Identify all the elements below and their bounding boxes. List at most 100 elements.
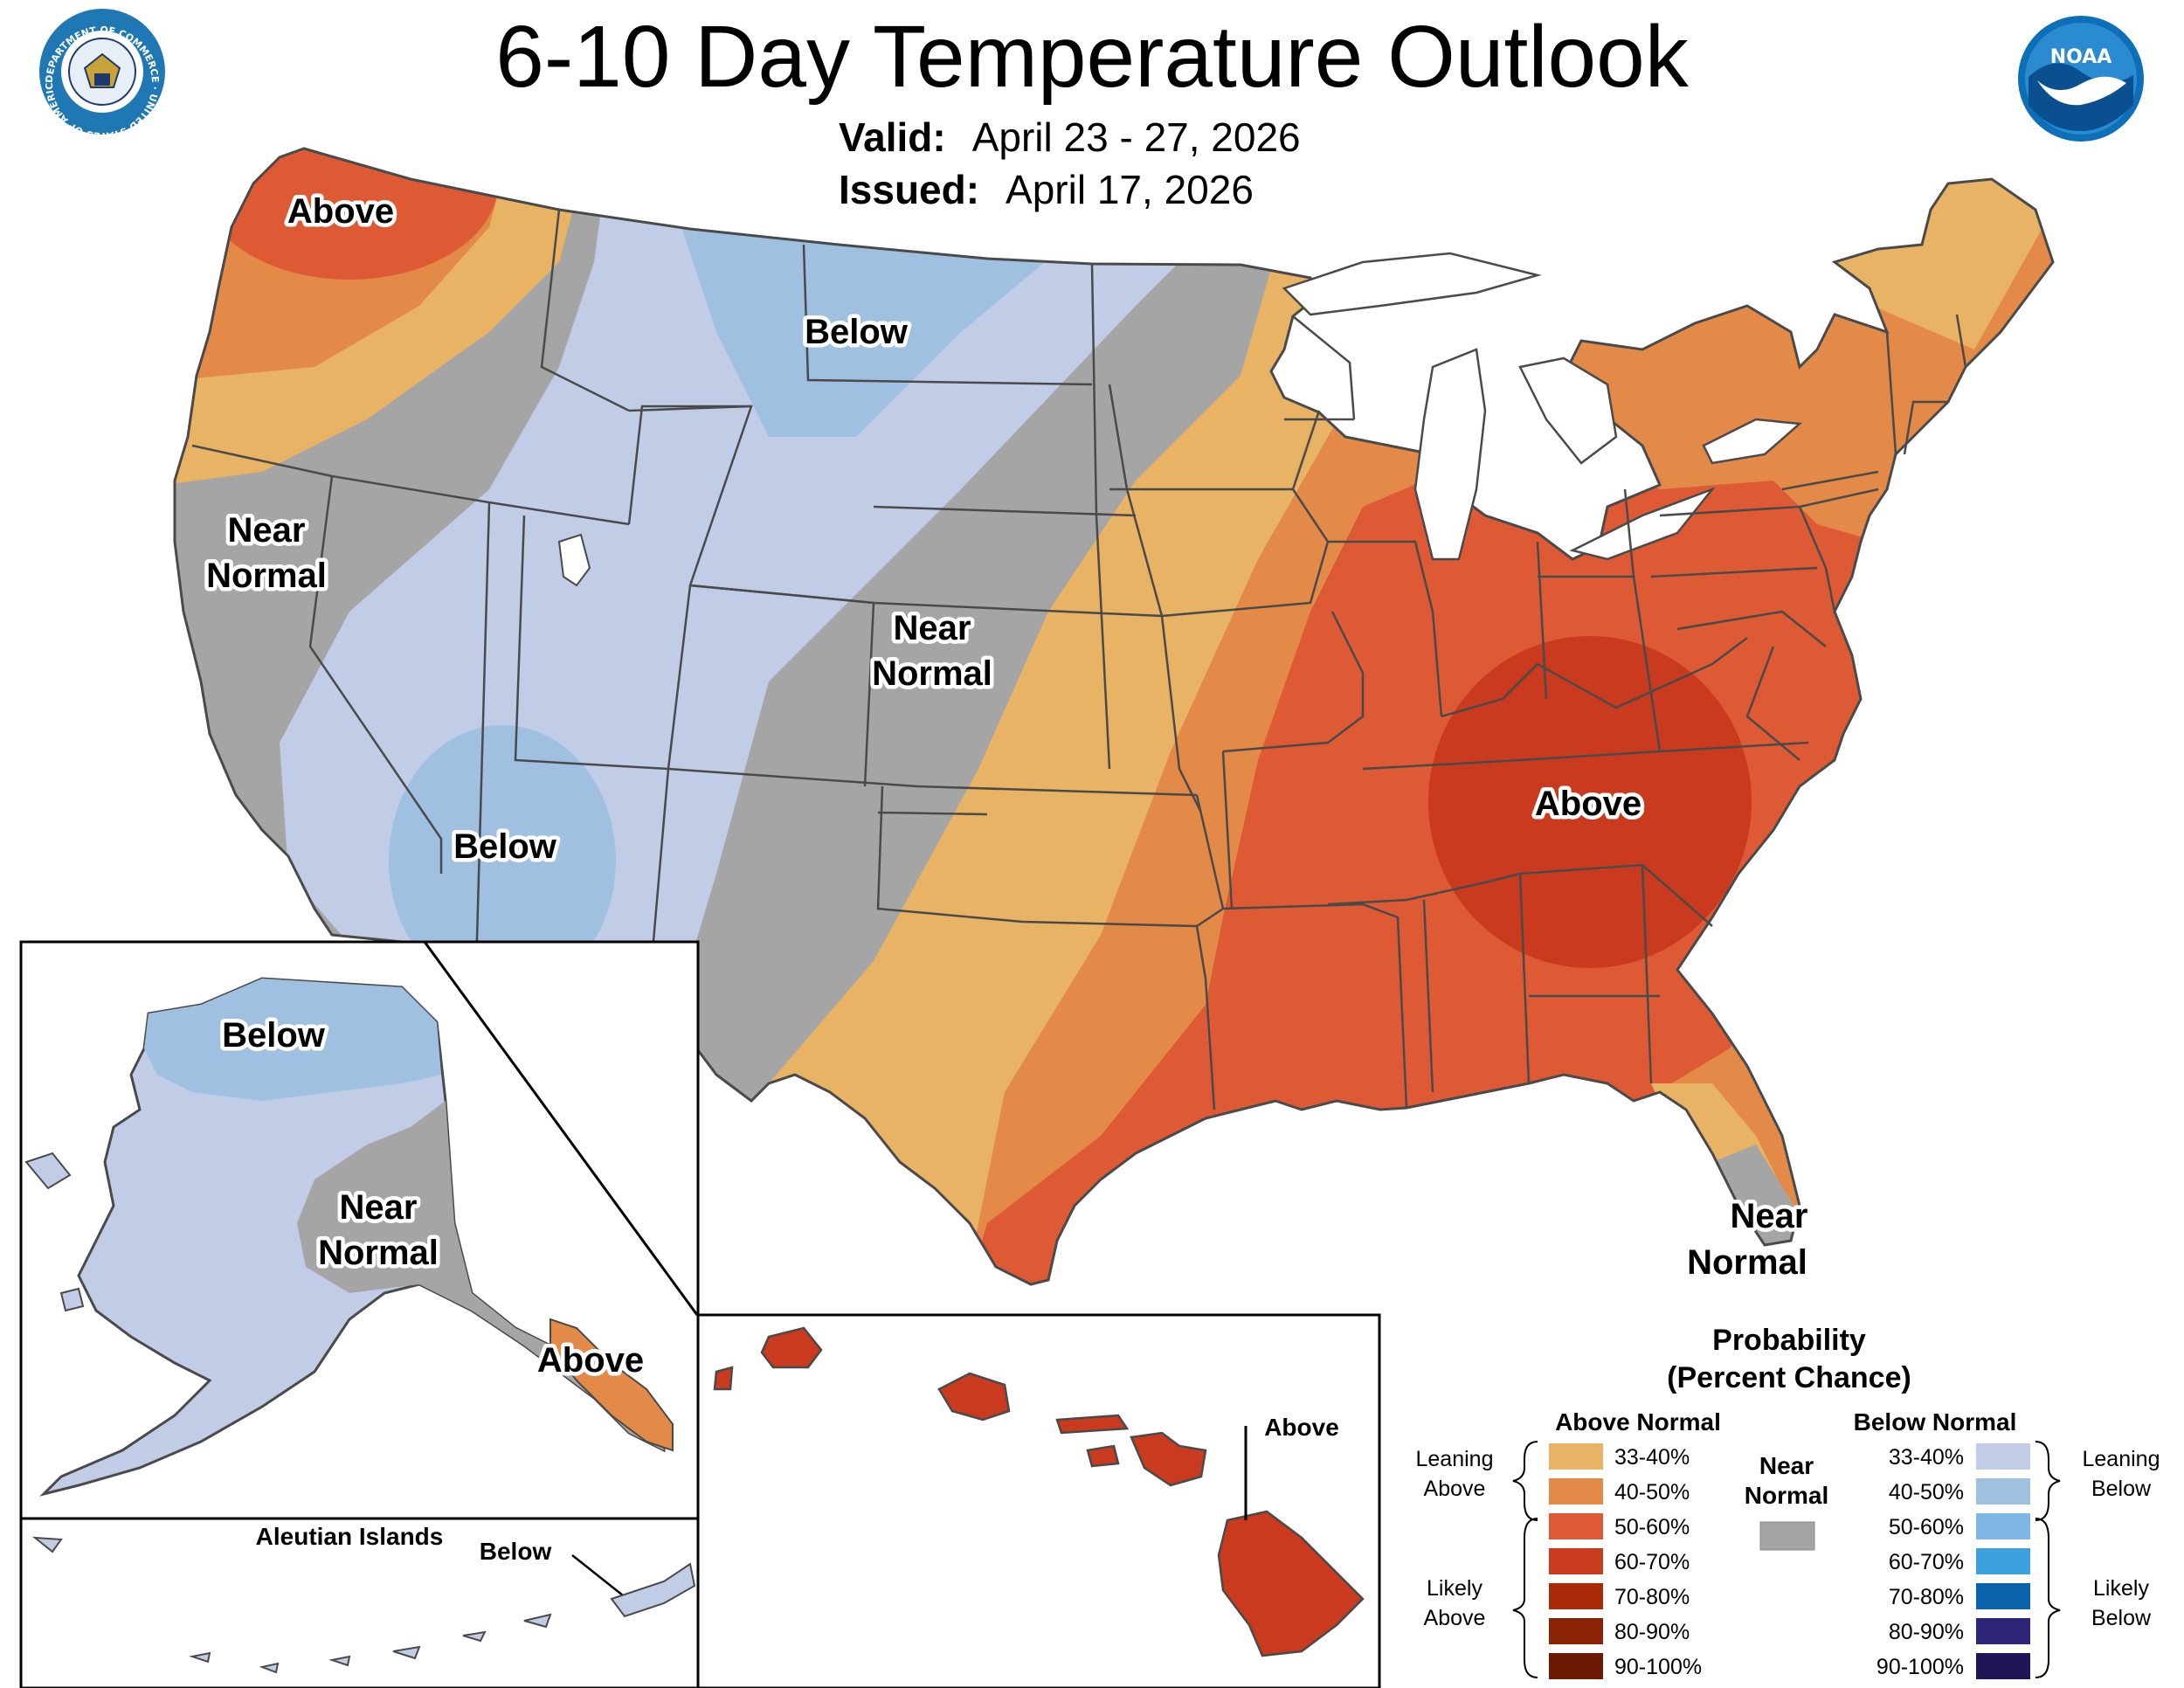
legend-leaning-above-2: Above xyxy=(1424,1477,1486,1501)
hawaii-maui xyxy=(1130,1431,1207,1487)
legend-likely-below-2: Below xyxy=(2091,1606,2152,1630)
legend-title-line1: Probability xyxy=(1712,1324,1866,1357)
legend-below-range: 70-80% xyxy=(1889,1585,1964,1609)
label-fl-near-line1: Near xyxy=(1731,1197,1808,1235)
legend-leaning-below-1: Leaning xyxy=(2083,1447,2160,1471)
legend-above-swatch xyxy=(1549,1513,1603,1539)
label-ak-above: Above xyxy=(537,1341,644,1380)
legend-below-range: 40-50% xyxy=(1889,1480,1964,1505)
aleutian-inset: Aleutian Islands Below xyxy=(19,1517,700,1688)
nw-above-50 xyxy=(201,149,498,280)
legend-above-range: 60-70% xyxy=(1614,1550,1690,1574)
legend-near-swatch xyxy=(1759,1521,1815,1551)
label-se-above: Above xyxy=(1535,785,1641,823)
label-ak-below: Below xyxy=(222,1016,326,1055)
aleutian-island xyxy=(31,1536,63,1553)
state-borders xyxy=(191,209,1967,1110)
noaa-logo-icon: NOAA xyxy=(2018,16,2144,142)
hawaii-oahu xyxy=(937,1372,1011,1422)
issued-line: Issued: April 17, 2026 xyxy=(839,166,1254,213)
label-fl-near-line2: Normal xyxy=(1687,1243,1807,1282)
legend-above-range: 40-50% xyxy=(1614,1480,1690,1505)
alaska-panhandle-above xyxy=(549,1318,674,1452)
legend-likely-above-1: Likely xyxy=(1427,1576,1482,1601)
aleutian-inset-frame xyxy=(19,1517,700,1688)
legend-below-swatch xyxy=(1976,1548,2030,1574)
label-aleutian-below: Below xyxy=(480,1538,552,1565)
issued-label: Issued: xyxy=(839,167,980,212)
legend-near-line2: Normal xyxy=(1745,1482,1828,1509)
legend-above-swatch xyxy=(1549,1443,1603,1470)
label-north-below: Below xyxy=(805,313,909,351)
legend-above-swatch xyxy=(1549,1583,1603,1609)
aleutian-islands-chain xyxy=(189,1613,552,1674)
page-title: 6-10 Day Temperature Outlook xyxy=(495,8,1689,106)
legend-likely-above-2: Above xyxy=(1424,1606,1486,1630)
logos: DEPARTMENT OF COMMERCE · UNITED STATES O… xyxy=(0,0,2144,142)
legend-above-range: 33-40% xyxy=(1614,1445,1690,1470)
legend-below-header: Below Normal xyxy=(1854,1408,2017,1435)
legend-near-line1: Near xyxy=(1759,1452,1814,1479)
hawaii-kauai xyxy=(760,1326,823,1369)
hawaii-big-island xyxy=(1217,1510,1365,1657)
valid-line: Valid: April 23 - 27, 2026 xyxy=(839,114,1301,161)
label-hi-above: Above xyxy=(1264,1414,1339,1441)
noaa-logo-text: NOAA xyxy=(2050,46,2112,68)
brace-likely-below xyxy=(2035,1518,2061,1678)
legend-rows: 33-40% 33-40% 40-50% 40-50% 50-60% 50-60% 60-7… xyxy=(1549,1443,2030,1679)
label-central-near-line1: Near xyxy=(894,609,971,647)
great-lakes xyxy=(557,252,1802,587)
label-ak-near-line2: Normal xyxy=(318,1234,439,1272)
alaska-connector xyxy=(423,941,699,1316)
aleutian-island xyxy=(610,1562,696,1618)
legend-above-range: 80-90% xyxy=(1614,1620,1690,1644)
alaska-island xyxy=(24,1152,72,1190)
legend-below-swatch xyxy=(1976,1513,2030,1539)
legend-below-swatch xyxy=(1976,1478,2030,1505)
legend-below-range: 33-40% xyxy=(1889,1445,1964,1470)
legend-above-range: 50-60% xyxy=(1614,1515,1690,1539)
alaska-island xyxy=(59,1287,85,1312)
sw-below-40 xyxy=(389,725,616,996)
commerce-seal-icon: DEPARTMENT OF COMMERCE · UNITED STATES O… xyxy=(0,0,165,142)
brace-leaning-below xyxy=(2035,1441,2061,1521)
aleutian-pointer xyxy=(571,1554,628,1600)
aleutian-title: Aleutian Islands xyxy=(256,1523,444,1550)
legend-leaning-above-1: Leaning xyxy=(1416,1447,1494,1471)
legend-below-swatch xyxy=(1976,1443,2030,1470)
legend-likely-below-1: Likely xyxy=(2093,1576,2149,1601)
legend-above-swatch xyxy=(1549,1653,1603,1679)
hawaii-inset: Above xyxy=(696,1313,1381,1688)
label-central-near-line2: Normal xyxy=(872,654,992,693)
alaska-inset: Below Near Normal Above xyxy=(19,940,700,1520)
legend: Probability (Percent Chance) Above Norma… xyxy=(1416,1324,2160,1679)
legend-below-range: 50-60% xyxy=(1889,1515,1964,1539)
se-above-60 xyxy=(1428,636,1752,968)
legend-leaning-below-2: Below xyxy=(2091,1477,2152,1501)
legend-below-range: 80-90% xyxy=(1889,1620,1964,1644)
brace-likely-above xyxy=(1512,1518,1538,1678)
legend-above-header: Above Normal xyxy=(1555,1408,1721,1435)
legend-title-line2: (Percent Chance) xyxy=(1667,1361,1911,1394)
legend-above-swatch xyxy=(1549,1618,1603,1644)
alaska-below-40 xyxy=(144,979,441,1101)
label-nw-above: Above xyxy=(287,192,394,231)
legend-below-range: 60-70% xyxy=(1889,1550,1964,1574)
legend-below-range: 90-100% xyxy=(1876,1655,1964,1679)
legend-above-swatch xyxy=(1549,1478,1603,1505)
brace-leaning-above xyxy=(1512,1441,1538,1521)
label-ak-near-line1: Near xyxy=(340,1188,418,1227)
hawaii-molokai xyxy=(1055,1414,1130,1435)
label-west-near-line2: Normal xyxy=(206,557,327,595)
label-west-near-line1: Near xyxy=(228,511,306,550)
issued-value: April 17, 2026 xyxy=(1006,167,1254,212)
legend-below-swatch xyxy=(1976,1583,2030,1609)
valid-value: April 23 - 27, 2026 xyxy=(971,114,1301,160)
legend-above-range: 70-80% xyxy=(1614,1585,1690,1609)
legend-below-swatch xyxy=(1976,1653,2030,1679)
fl-near-normal xyxy=(1712,1145,1800,1258)
legend-above-swatch xyxy=(1549,1548,1603,1574)
label-sw-below: Below xyxy=(453,827,557,866)
legend-above-range: 90-100% xyxy=(1614,1655,1702,1679)
